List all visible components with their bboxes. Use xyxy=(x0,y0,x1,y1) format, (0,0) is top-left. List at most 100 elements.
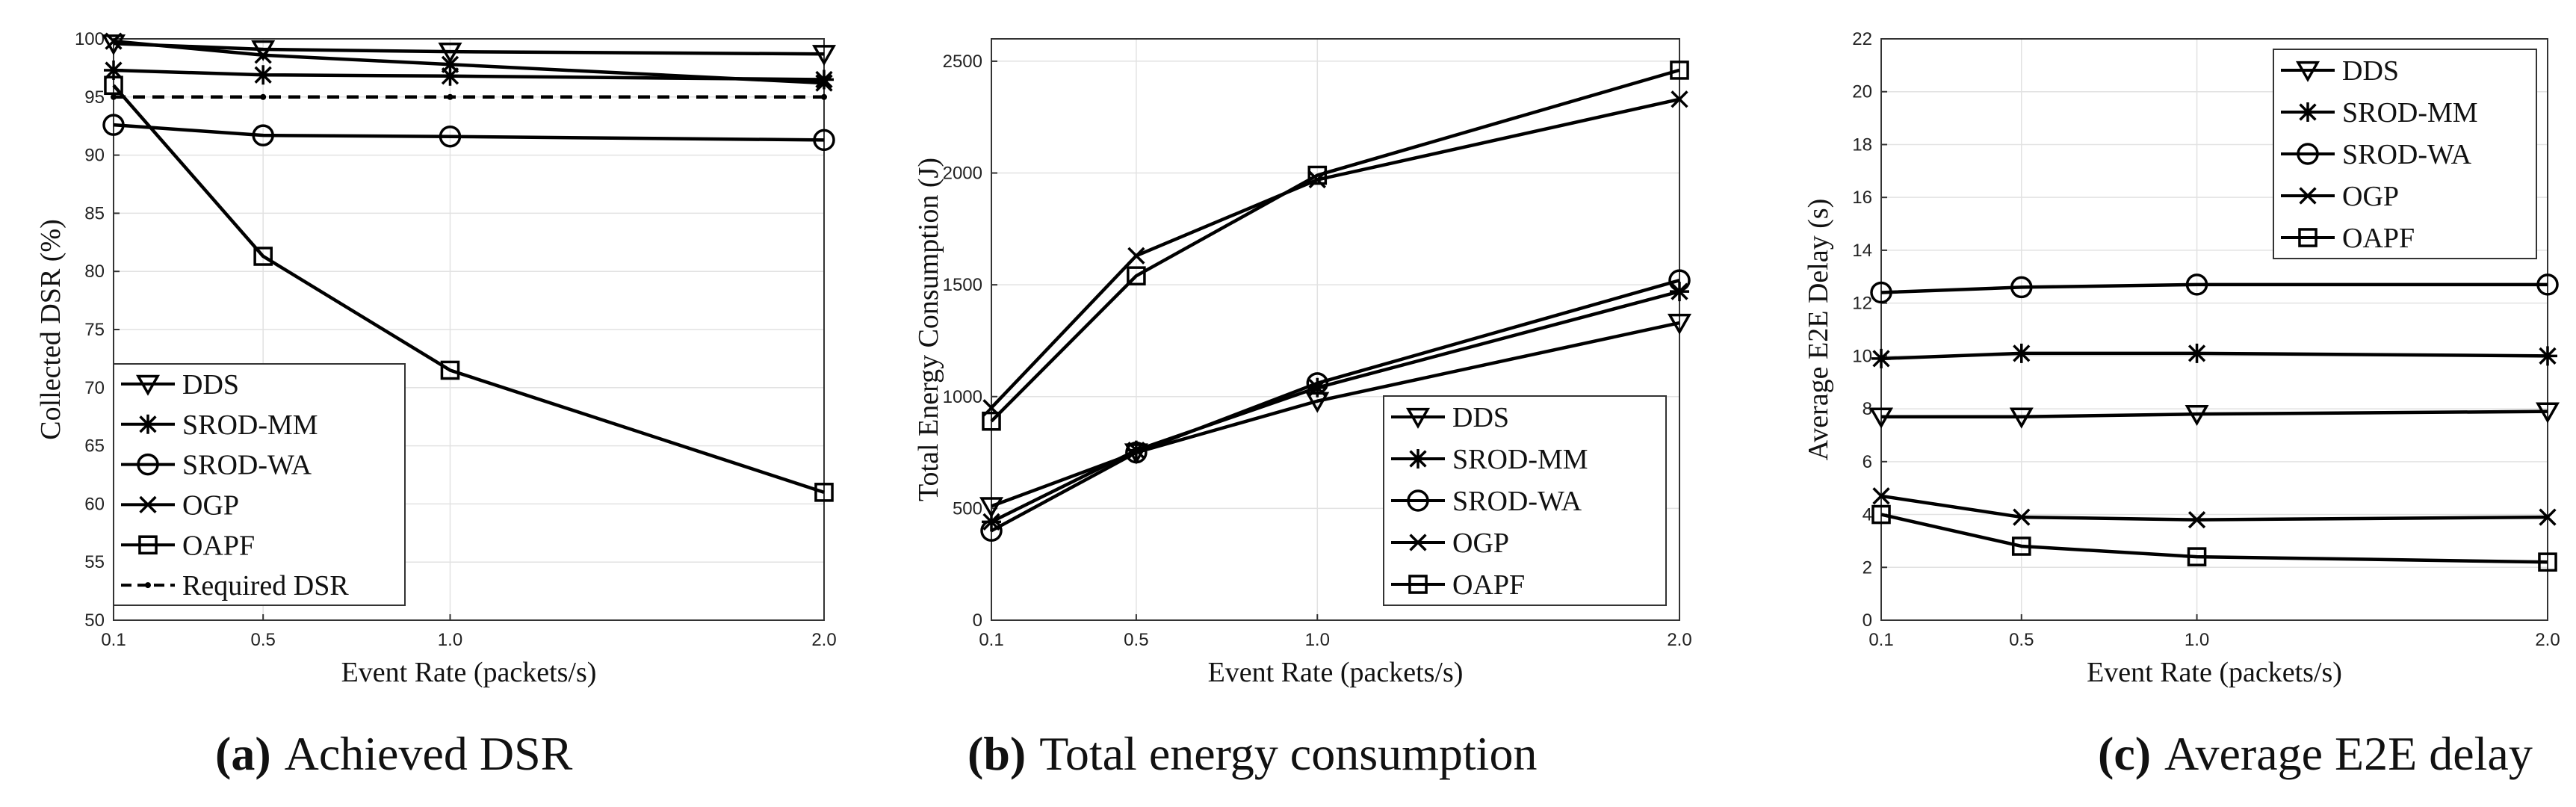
y-tick-label: 60 xyxy=(84,494,105,514)
legend-label-oapf: OAPF xyxy=(1452,569,1525,601)
data-point-ogp xyxy=(1127,247,1145,265)
series-line-ogp xyxy=(113,39,825,85)
legend-marker-srod-wa xyxy=(137,453,159,476)
legend-marker-dds xyxy=(2295,61,2320,82)
series-line-ogp xyxy=(1880,494,2548,522)
data-point-ogp xyxy=(1671,90,1688,108)
legend-label-srod-mm: SROD-MM xyxy=(182,409,318,441)
caption-letter: (c) xyxy=(2098,727,2151,780)
legend-marker-oapf xyxy=(2298,228,2318,247)
y-tick-label: 2000 xyxy=(943,164,982,184)
legend-label-ogp: OGP xyxy=(182,489,239,521)
data-point-oapf xyxy=(104,75,123,96)
data-point-srod-wa xyxy=(2536,273,2559,296)
data-point-dds xyxy=(811,45,837,67)
data-point-oapf xyxy=(1670,61,1689,80)
data-point-srod-wa xyxy=(1125,441,1148,464)
series-line-dds xyxy=(113,41,825,56)
data-point-srod-mm xyxy=(2011,343,2031,363)
caption-c: (c) Average E2E delay xyxy=(2098,727,2533,780)
data-point-srod-wa xyxy=(252,124,274,146)
data-point-dds xyxy=(1667,313,1692,335)
y-tick-label: 100 xyxy=(75,29,105,49)
data-point-ogp xyxy=(441,55,459,73)
data-point-srod-wa xyxy=(813,129,835,152)
data-point-oapf xyxy=(253,247,273,266)
x-tick-label: 0.1 xyxy=(979,630,1003,650)
data-point-dds xyxy=(2185,405,2209,427)
series-line-srod-mm xyxy=(1880,351,2548,361)
y-tick-label: 6 xyxy=(1863,452,1872,472)
y-tick-label: 4 xyxy=(1863,505,1872,525)
data-point-srod-mm xyxy=(1670,282,1689,302)
legend-label-dds: DDS xyxy=(1452,402,1509,433)
data-point-srod-wa xyxy=(2185,273,2208,296)
series-line-oapf xyxy=(1880,513,2548,564)
legend-marker-srod-wa xyxy=(1407,489,1429,512)
y-tick-label: 85 xyxy=(84,203,105,223)
y-tick-label: 14 xyxy=(1852,241,1872,261)
data-point-srod-mm xyxy=(1871,348,1891,368)
y-axis-label: Total Energy Consumption (J) xyxy=(913,158,944,501)
data-point-oapf xyxy=(1307,165,1328,185)
caption-text: Average E2E delay xyxy=(2164,727,2533,780)
legend-label-oapf: OAPF xyxy=(2342,223,2415,254)
legend-marker-ogp xyxy=(2299,187,2317,205)
series-line-srod-mm xyxy=(113,68,825,81)
y-tick-label: 20 xyxy=(1852,82,1872,102)
series-line-srod-wa xyxy=(1880,282,2548,294)
data-point-oapf xyxy=(2187,547,2207,566)
x-tick-label: 2.0 xyxy=(1667,630,1691,650)
data-point-dds xyxy=(2535,402,2560,424)
x-tick-label: 0.1 xyxy=(101,630,126,650)
y-tick-label: 12 xyxy=(1852,294,1872,314)
caption-text: Achieved DSR xyxy=(285,727,573,780)
data-point-srod-wa xyxy=(2010,276,2033,299)
data-point-ogp xyxy=(2013,508,2031,526)
legend-marker-srod-mm xyxy=(138,414,158,434)
data-point-ogp xyxy=(815,74,833,92)
data-point-oapf xyxy=(982,411,1001,431)
y-tick-label: 2 xyxy=(1863,557,1872,578)
series-srod-wa xyxy=(1870,273,2559,304)
data-point-srod-mm xyxy=(253,65,273,85)
data-point-required-dsr xyxy=(821,93,827,100)
x-tick-label: 1.0 xyxy=(1305,630,1330,650)
legend-label-ogp: OGP xyxy=(1452,528,1509,559)
series-ogp xyxy=(1872,487,2557,529)
data-point-oapf xyxy=(440,360,460,380)
legend-marker-srod-wa xyxy=(2297,143,2319,165)
plot-frame xyxy=(113,38,825,621)
data-point-ogp xyxy=(2188,510,2206,529)
y-tick-label: 22 xyxy=(1852,29,1872,49)
legend-label-dds: DDS xyxy=(182,369,239,401)
data-point-oapf xyxy=(1871,504,1891,525)
data-point-srod-wa xyxy=(1306,372,1329,395)
legend-marker-oapf xyxy=(138,535,158,555)
legend: DDS SROD-MM SROD-WA OGP OAPF Required DSR xyxy=(113,363,406,606)
legend-label-srod-wa: SROD-WA xyxy=(1452,486,1582,517)
legend-marker-ogp xyxy=(1409,534,1427,551)
y-tick-label: 8 xyxy=(1863,399,1872,419)
data-point-srod-mm xyxy=(1126,440,1146,460)
legend-marker-oapf xyxy=(1408,575,1428,594)
y-tick-label: 16 xyxy=(1852,188,1872,208)
chart-panel-b: 0 500 1000 1500 2000 2500 0.1 0.5 1.0 2.0 Event Ra… xyxy=(913,38,1692,780)
x-axis-label: Event Rate (packets/s) xyxy=(2087,657,2342,688)
legend: DDS SROD-MM SROD-WA OGP OAPF xyxy=(1383,395,1667,606)
data-point-required-dsr xyxy=(260,93,267,100)
legend-label-srod-wa: SROD-WA xyxy=(2342,139,2472,170)
x-tick-label: 0.5 xyxy=(1124,630,1148,650)
y-tick-label: 50 xyxy=(84,610,105,631)
legend-marker-srod-mm xyxy=(2298,102,2318,122)
data-point-dds xyxy=(438,42,462,64)
data-point-dds xyxy=(979,497,1004,519)
data-point-ogp xyxy=(2539,508,2557,526)
plot-frame xyxy=(1880,38,2548,621)
series-line-ogp xyxy=(990,97,1680,409)
y-axis-label: Average E2E Delay (s) xyxy=(1803,199,1834,461)
legend-marker-srod-mm xyxy=(1408,449,1428,469)
series-srod-mm xyxy=(1871,343,2557,368)
chart-panel-a: 50 55 60 65 70 75 80 85 90 95 100 0.1 0.5 1.0 2.0 Event… xyxy=(35,29,837,780)
caption-a: (a) Achieved DSR xyxy=(215,727,573,780)
